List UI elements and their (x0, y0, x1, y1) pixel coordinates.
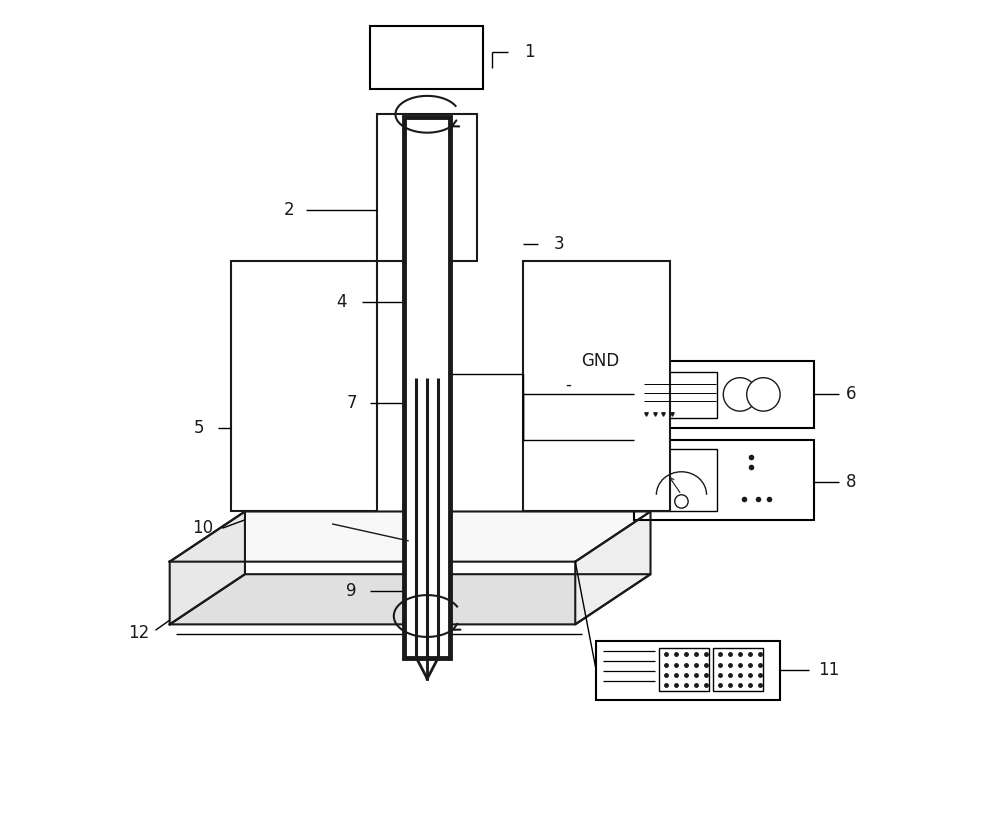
Circle shape (723, 378, 757, 411)
Text: 11: 11 (818, 661, 839, 680)
Text: 3: 3 (553, 235, 564, 253)
Bar (713, 648, 763, 691)
Polygon shape (170, 512, 245, 624)
Text: 9: 9 (346, 582, 356, 600)
Circle shape (675, 495, 688, 508)
Bar (642, 372, 717, 418)
Bar (646, 449, 717, 512)
Bar (634, 361, 814, 428)
Bar (404, 117, 450, 658)
Polygon shape (575, 512, 651, 624)
Bar (634, 440, 814, 520)
Text: 12: 12 (128, 623, 149, 642)
Text: 8: 8 (846, 473, 856, 491)
Text: 4: 4 (336, 294, 346, 311)
Text: 2: 2 (284, 201, 295, 220)
Bar (523, 261, 670, 512)
Text: GND: GND (581, 352, 619, 370)
Text: 7: 7 (347, 393, 357, 412)
Bar (596, 641, 780, 700)
Polygon shape (170, 512, 651, 561)
Bar (231, 261, 377, 512)
Bar (377, 114, 477, 261)
Text: 5: 5 (194, 419, 204, 437)
Text: -: - (566, 375, 572, 393)
Polygon shape (170, 574, 651, 624)
Text: 10: 10 (193, 519, 214, 537)
Circle shape (747, 378, 780, 411)
Bar (370, 27, 483, 89)
Text: 6: 6 (846, 385, 856, 404)
Text: 1: 1 (524, 43, 535, 60)
Bar (659, 648, 709, 691)
